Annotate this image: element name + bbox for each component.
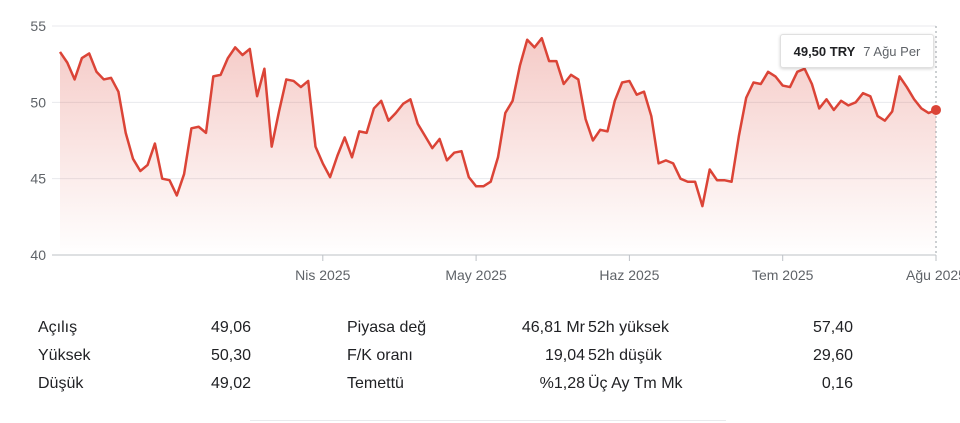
stat-value: 49,02 bbox=[210, 375, 251, 392]
x-tick-label: Ağu 2025 bbox=[906, 267, 960, 283]
price-chart[interactable]: 40 45 50 55 Nis 2025 May 2025 Haz 2025 Tem 202… bbox=[0, 0, 960, 300]
stat-row-open: Açılış 49,06 bbox=[38, 314, 251, 342]
stat-value: 0,16 bbox=[821, 375, 853, 392]
tooltip-price: 49,50 TRY bbox=[793, 43, 856, 59]
y-axis: 40 45 50 55 bbox=[30, 18, 46, 263]
stat-label: F/K oranı bbox=[347, 347, 413, 364]
stats-table: Açılış 49,06 Yüksek 50,30 Düşük 49,02 Pi… bbox=[38, 314, 942, 398]
stats-column: 52h yüksek 57,40 52h düşük 29,60 Üç Ay T… bbox=[576, 314, 942, 398]
stat-value: %1,28 bbox=[539, 375, 585, 392]
stats-column: Açılış 49,06 Yüksek 50,30 Düşük 49,02 bbox=[38, 314, 270, 398]
stat-value: 50,30 bbox=[210, 347, 251, 364]
x-tick-label: Nis 2025 bbox=[295, 267, 350, 283]
stat-row-dividend: Temettü %1,28 bbox=[347, 370, 585, 398]
stat-row-52w-low: 52h düşük 29,60 bbox=[588, 342, 853, 370]
x-axis: Nis 2025 May 2025 Haz 2025 Tem 2025 Ağu 2025 bbox=[295, 255, 960, 283]
price-line bbox=[58, 36, 937, 208]
stat-label: Üç Ay Tm Mk bbox=[588, 375, 683, 392]
stat-row-pe-ratio: F/K oranı 19,04 bbox=[347, 342, 585, 370]
stat-row-market-cap: Piyasa değ 46,81 Mr bbox=[347, 314, 585, 342]
stat-value: 29,60 bbox=[812, 347, 853, 364]
stat-row-low: Düşük 49,02 bbox=[38, 370, 251, 398]
stat-value: 46,81 Mr bbox=[521, 319, 585, 336]
y-tick-label: 50 bbox=[30, 94, 46, 110]
y-tick-label: 40 bbox=[30, 247, 46, 263]
x-tick-label: Haz 2025 bbox=[599, 267, 659, 283]
stats-column: Piyasa değ 46,81 Mr F/K oranı 19,04 Teme… bbox=[270, 314, 585, 398]
stat-row-high: Yüksek 50,30 bbox=[38, 342, 251, 370]
stat-value: 49,06 bbox=[210, 319, 251, 336]
hover-point bbox=[931, 104, 941, 115]
stat-label: 52h düşük bbox=[588, 347, 662, 364]
x-tick-label: Tem 2025 bbox=[752, 267, 814, 283]
divider bbox=[250, 420, 726, 421]
stat-label: Temettü bbox=[347, 375, 404, 392]
tooltip-date: 7 Ağu Per bbox=[863, 43, 921, 59]
stat-value: 19,04 bbox=[544, 347, 585, 364]
price-tooltip: 49,50 TRY 7 Ağu Per bbox=[780, 34, 934, 68]
stat-label: Yüksek bbox=[38, 347, 91, 364]
price-area bbox=[60, 38, 936, 256]
stat-row-3m-avg-volume: Üç Ay Tm Mk 0,16 bbox=[588, 370, 853, 398]
stat-label: Açılış bbox=[38, 319, 78, 336]
x-tick-label: May 2025 bbox=[445, 267, 507, 283]
y-tick-label: 45 bbox=[30, 171, 46, 187]
stat-label: Düşük bbox=[38, 375, 84, 392]
stat-label: Piyasa değ bbox=[347, 319, 427, 336]
stat-value: 57,40 bbox=[812, 319, 853, 336]
stat-label: 52h yüksek bbox=[588, 319, 669, 336]
stat-row-52w-high: 52h yüksek 57,40 bbox=[588, 314, 853, 342]
y-tick-label: 55 bbox=[30, 18, 46, 34]
